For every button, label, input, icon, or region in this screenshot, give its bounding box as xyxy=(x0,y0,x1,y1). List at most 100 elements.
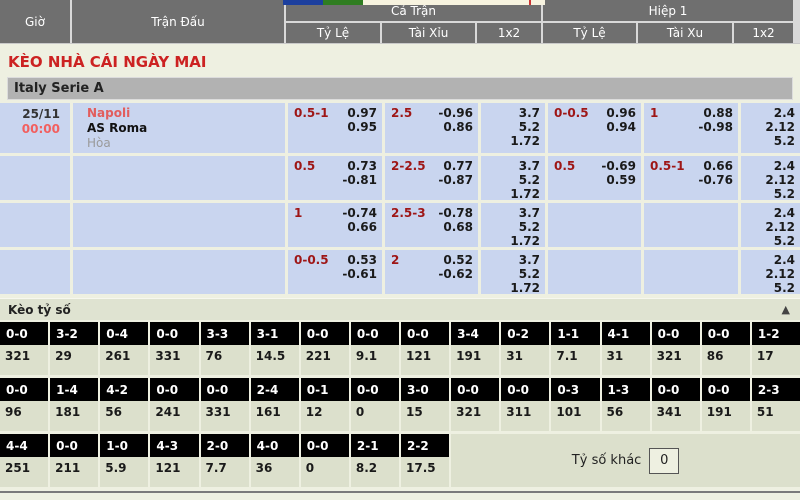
odds-value[interactable]: 3.7 xyxy=(518,159,540,173)
score-label-cell[interactable]: 2-3 xyxy=(751,378,800,401)
h1-overunder-cell[interactable]: 0.5-1 0.66 -0.76 xyxy=(644,156,738,200)
odds-value[interactable]: 2.4 xyxy=(773,159,795,173)
odds-value[interactable]: 0.97 xyxy=(347,106,377,120)
score-label-cell[interactable]: 3-3 xyxy=(200,322,249,345)
ft-handicap-cell[interactable]: 1 -0.74 0.66 xyxy=(288,203,382,247)
odds-value[interactable]: -0.87 xyxy=(438,173,473,187)
odds-value[interactable]: 2.12 xyxy=(765,120,795,134)
score-odds-cell[interactable]: 341 xyxy=(651,401,700,431)
odds-value[interactable]: 2.4 xyxy=(773,106,795,120)
score-odds-cell[interactable]: 121 xyxy=(150,457,199,487)
score-label-cell[interactable]: 3-1 xyxy=(250,322,299,345)
score-label-cell[interactable]: 4-2 xyxy=(100,378,149,401)
odds-value[interactable]: 0.52 xyxy=(443,253,473,267)
odds-value[interactable]: 5.2 xyxy=(518,120,540,134)
odds-value[interactable]: 2.4 xyxy=(773,206,795,220)
score-label-cell[interactable]: 0-0 xyxy=(0,322,49,345)
ft-overunder-cell[interactable]: 2 0.52 -0.62 xyxy=(385,250,478,294)
ft-overunder-cell[interactable]: 2.5-3 -0.78 0.68 xyxy=(385,203,478,247)
h1-handicap-cell[interactable] xyxy=(548,203,641,247)
score-odds-cell[interactable]: 17 xyxy=(751,345,800,375)
score-label-cell[interactable]: 0-0 xyxy=(300,434,349,457)
ft-overunder-cell[interactable]: 2.5 -0.96 0.86 xyxy=(385,103,478,153)
score-odds-cell[interactable]: 221 xyxy=(300,345,349,375)
score-label-cell[interactable]: 2-4 xyxy=(250,378,299,401)
score-odds-cell[interactable]: 96 xyxy=(0,401,49,431)
score-odds-cell[interactable]: 321 xyxy=(451,401,500,431)
score-odds-cell[interactable]: 161 xyxy=(250,401,299,431)
score-odds-cell[interactable]: 321 xyxy=(651,345,700,375)
odds-value[interactable]: -0.81 xyxy=(342,173,377,187)
odds-value[interactable]: 5.2 xyxy=(518,267,540,281)
ft-1x2-cell[interactable]: 3.7 5.2 1.72 xyxy=(481,103,545,153)
odds-value[interactable]: 3.7 xyxy=(518,253,540,267)
ft-overunder-cell[interactable]: 2-2.5 0.77 -0.87 xyxy=(385,156,478,200)
ft-1x2-cell[interactable]: 3.7 5.2 1.72 xyxy=(481,250,545,294)
score-odds-cell[interactable]: 14.5 xyxy=(250,345,299,375)
score-label-cell[interactable]: 0-1 xyxy=(300,378,349,401)
score-odds-cell[interactable]: 12 xyxy=(300,401,349,431)
score-label-cell[interactable]: 3-4 xyxy=(451,322,500,345)
score-odds-cell[interactable]: 311 xyxy=(501,401,550,431)
odds-value[interactable]: 0.88 xyxy=(703,106,733,120)
odds-value[interactable]: 1.72 xyxy=(510,187,540,200)
odds-value[interactable]: 3.7 xyxy=(518,206,540,220)
score-odds-cell[interactable]: 0 xyxy=(300,457,349,487)
h1-1x2-cell[interactable]: 2.4 2.12 5.2 xyxy=(741,203,800,247)
score-label-cell[interactable]: 4-1 xyxy=(601,322,650,345)
collapse-arrow-icon[interactable]: ▲ xyxy=(781,303,790,316)
score-odds-cell[interactable]: 211 xyxy=(50,457,99,487)
odds-value[interactable]: 0.53 xyxy=(347,253,377,267)
odds-value[interactable]: -0.61 xyxy=(342,267,377,281)
odds-value[interactable]: -0.76 xyxy=(698,173,733,187)
score-label-cell[interactable]: 2-1 xyxy=(350,434,399,457)
odds-value[interactable]: -0.78 xyxy=(438,206,473,220)
odds-value[interactable]: -0.74 xyxy=(342,206,377,220)
score-odds-cell[interactable]: 31 xyxy=(601,345,650,375)
score-label-cell[interactable]: 4-3 xyxy=(150,434,199,457)
odds-value[interactable]: 0.73 xyxy=(347,159,377,173)
odds-value[interactable]: 5.2 xyxy=(773,134,795,148)
odds-value[interactable]: 0.96 xyxy=(606,106,636,120)
odds-value[interactable]: 2.12 xyxy=(765,173,795,187)
score-label-cell[interactable]: 0-0 xyxy=(651,378,700,401)
score-label-cell[interactable]: 0-0 xyxy=(350,322,399,345)
odds-value[interactable]: 0.94 xyxy=(606,120,636,134)
h1-1x2-cell[interactable]: 2.4 2.12 5.2 xyxy=(741,250,800,294)
h1-1x2-cell[interactable]: 2.4 2.12 5.2 xyxy=(741,103,800,153)
odds-value[interactable]: 5.2 xyxy=(773,187,795,200)
other-score-input[interactable] xyxy=(649,447,680,474)
score-odds-cell[interactable]: 31 xyxy=(501,345,550,375)
h1-handicap-cell[interactable] xyxy=(548,250,641,294)
score-odds-cell[interactable]: 261 xyxy=(100,345,149,375)
odds-value[interactable]: 0.86 xyxy=(443,120,473,134)
score-label-cell[interactable]: 2-2 xyxy=(401,434,450,457)
odds-value[interactable]: 0.59 xyxy=(606,173,636,187)
score-label-cell[interactable]: 0-0 xyxy=(651,322,700,345)
odds-value[interactable]: 2.12 xyxy=(765,220,795,234)
odds-value[interactable]: 2.12 xyxy=(765,267,795,281)
score-odds-cell[interactable]: 36 xyxy=(250,457,299,487)
score-label-cell[interactable]: 3-2 xyxy=(50,322,99,345)
h1-overunder-cell[interactable]: 1 0.88 -0.98 xyxy=(644,103,738,153)
score-label-cell[interactable]: 0-0 xyxy=(401,322,450,345)
score-label-cell[interactable]: 0-0 xyxy=(50,434,99,457)
score-odds-cell[interactable]: 241 xyxy=(150,401,199,431)
score-odds-cell[interactable]: 17.5 xyxy=(401,457,450,487)
score-odds-cell[interactable]: 51 xyxy=(751,401,800,431)
odds-value[interactable]: 1.72 xyxy=(510,281,540,294)
odds-value[interactable]: 0.77 xyxy=(443,159,473,173)
odds-value[interactable]: 5.2 xyxy=(518,173,540,187)
odds-value[interactable]: 0.66 xyxy=(703,159,733,173)
score-label-cell[interactable]: 0-0 xyxy=(350,378,399,401)
odds-value[interactable]: -0.98 xyxy=(698,120,733,134)
score-label-cell[interactable]: 1-4 xyxy=(50,378,99,401)
ft-1x2-cell[interactable]: 3.7 5.2 1.72 xyxy=(481,203,545,247)
score-odds-cell[interactable]: 5.9 xyxy=(100,457,149,487)
odds-value[interactable]: 0.95 xyxy=(347,120,377,134)
score-odds-cell[interactable]: 321 xyxy=(0,345,49,375)
score-label-cell[interactable]: 0-0 xyxy=(501,378,550,401)
score-odds-cell[interactable]: 29 xyxy=(50,345,99,375)
ft-1x2-cell[interactable]: 3.7 5.2 1.72 xyxy=(481,156,545,200)
odds-value[interactable]: 3.7 xyxy=(518,106,540,120)
